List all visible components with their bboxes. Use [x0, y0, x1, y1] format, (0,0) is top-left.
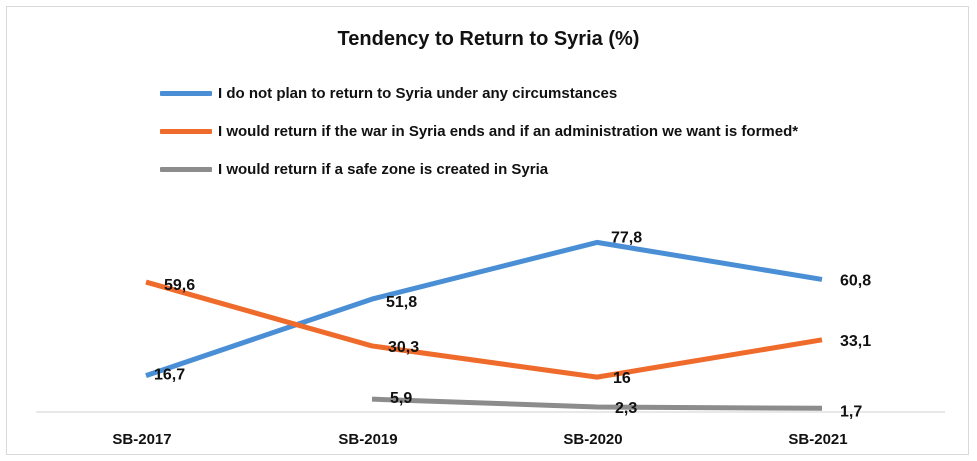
data-label: 59,6 [164, 277, 195, 294]
chart-frame [6, 6, 969, 455]
data-label: 51,8 [386, 294, 417, 311]
legend-label-war-ends: I would return if the war in Syria ends … [218, 122, 799, 140]
x-tick-label: SB-2021 [788, 431, 847, 448]
legend-item-safe-zone: I would return if a safe zone is created… [160, 150, 798, 188]
legend-swatch-no-return [160, 90, 212, 96]
data-label: 77,8 [611, 229, 642, 246]
data-label: 60,8 [840, 272, 871, 289]
data-label: 5,9 [390, 390, 412, 407]
series-line-1 [145, 279, 823, 380]
x-tick-label: SB-2017 [112, 431, 171, 448]
legend-label-safe-zone: I would return if a safe zone is created… [218, 160, 549, 178]
x-tick-label: SB-2020 [563, 431, 622, 448]
legend-label-no-return: I do not plan to return to Syria under a… [218, 84, 618, 102]
legend-swatch-safe-zone [160, 166, 212, 172]
data-label: 16 [613, 370, 631, 387]
chart-legend: I do not plan to return to Syria under a… [160, 74, 798, 188]
data-label: 2,3 [615, 400, 637, 417]
x-tick-label: SB-2019 [338, 431, 397, 448]
data-label: 33,1 [840, 333, 871, 350]
data-label: 16,7 [154, 367, 185, 384]
data-label: 1,7 [840, 403, 862, 420]
data-label: 30,3 [388, 339, 419, 356]
series-line-0 [145, 239, 823, 378]
legend-item-no-return: I do not plan to return to Syria under a… [160, 74, 798, 112]
legend-swatch-war-ends [160, 128, 212, 134]
series-line-2 [371, 396, 823, 411]
legend-item-war-ends: I would return if the war in Syria ends … [160, 112, 798, 150]
chart-title: Tendency to Return to Syria (%) [337, 28, 640, 50]
